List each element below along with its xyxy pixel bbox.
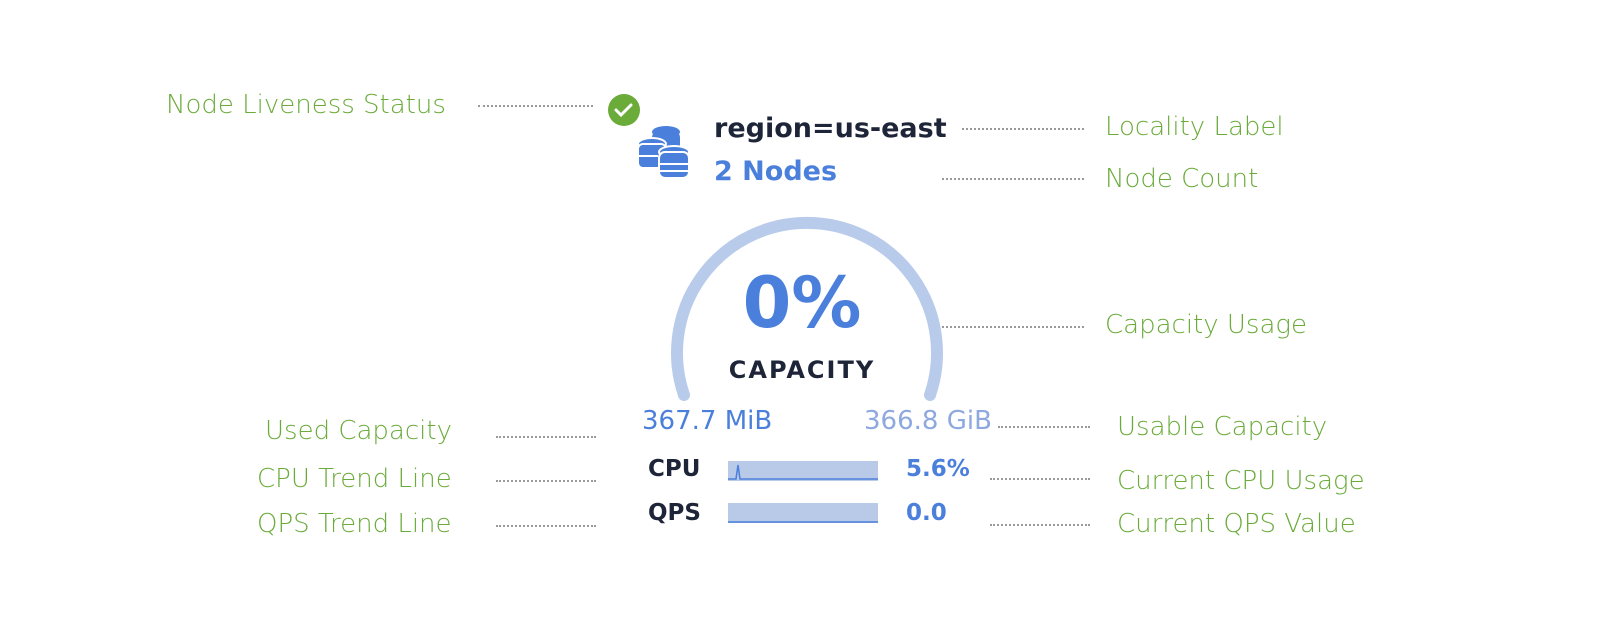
annotation-current-cpu: Current CPU Usage <box>1117 466 1365 496</box>
leader-line <box>478 105 593 107</box>
leader-line <box>990 478 1090 480</box>
leader-line <box>962 128 1084 130</box>
annotation-capacity-usage: Capacity Usage <box>1105 310 1307 340</box>
database-stack-icon <box>637 126 690 179</box>
cpu-trend-line <box>728 461 878 481</box>
check-circle-icon <box>608 94 640 126</box>
cpu-value: 5.6% <box>906 456 970 482</box>
capacity-percent: 0% <box>742 262 862 344</box>
annotation-current-qps: Current QPS Value <box>1117 509 1356 539</box>
qps-trend-line <box>728 503 878 523</box>
leader-line <box>942 326 1084 328</box>
leader-line <box>496 525 596 527</box>
usable-capacity: 366.8 GiB <box>864 406 992 436</box>
leader-line <box>990 524 1090 526</box>
leader-line <box>496 436 596 438</box>
annotation-liveness: Node Liveness Status <box>166 90 446 120</box>
annotation-used-capacity: Used Capacity <box>265 416 452 446</box>
leader-line <box>998 426 1090 428</box>
cpu-label: CPU <box>648 456 701 482</box>
used-capacity: 367.7 MiB <box>642 406 773 436</box>
leader-line <box>942 178 1084 180</box>
annotation-node-count: Node Count <box>1105 164 1259 194</box>
qps-value: 0.0 <box>906 500 947 526</box>
locality-label: region=us-east <box>714 113 947 144</box>
leader-line <box>496 480 596 482</box>
capacity-gauge <box>671 217 943 401</box>
capacity-label: CAPACITY <box>728 356 876 384</box>
qps-label: QPS <box>648 500 701 526</box>
node-count[interactable]: 2 Nodes <box>714 156 838 187</box>
annotation-qps-trend: QPS Trend Line <box>257 509 452 539</box>
annotation-usable-capacity: Usable Capacity <box>1117 412 1328 442</box>
annotation-cpu-trend: CPU Trend Line <box>257 464 452 494</box>
annotation-locality: Locality Label <box>1105 112 1284 142</box>
